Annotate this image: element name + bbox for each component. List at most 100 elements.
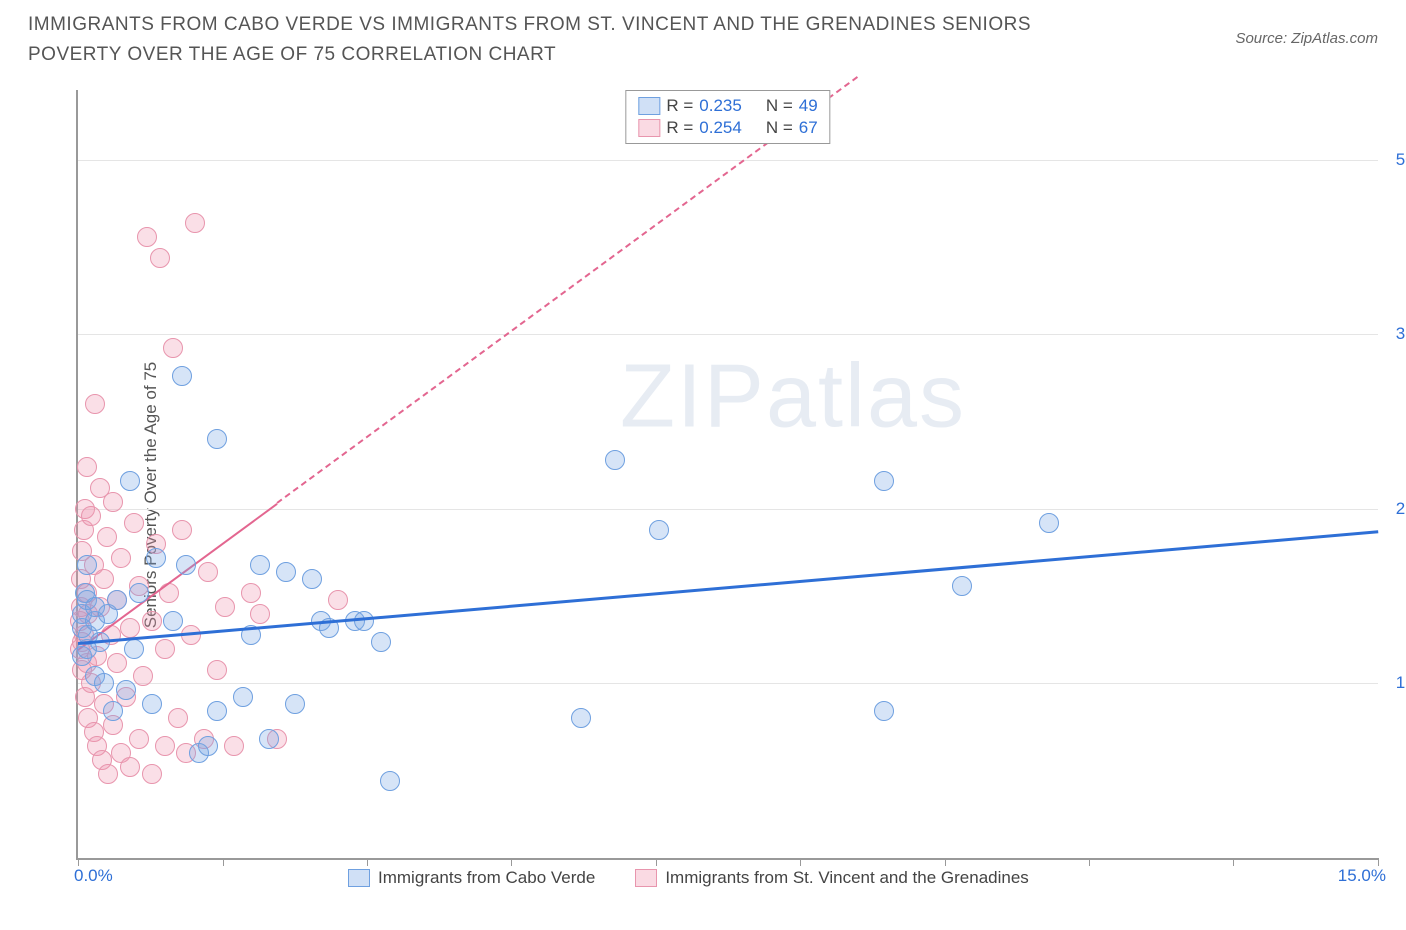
legend-label: Immigrants from St. Vincent and the Gren…	[665, 868, 1028, 888]
data-point	[142, 611, 162, 631]
source-label: Source: ZipAtlas.com	[1235, 10, 1378, 47]
x-tick-mark	[367, 858, 368, 866]
x-tick-mark	[223, 858, 224, 866]
data-point	[207, 660, 227, 680]
data-point	[120, 757, 140, 777]
data-point	[302, 569, 322, 589]
data-point	[150, 248, 170, 268]
x-tick-mark	[1233, 858, 1234, 866]
legend-swatch	[638, 119, 660, 137]
series-legend: Immigrants from Cabo Verde Immigrants fro…	[348, 868, 1029, 888]
x-axis-max-label: 15.0%	[1338, 866, 1386, 886]
data-point	[163, 611, 183, 631]
legend-label: Immigrants from Cabo Verde	[378, 868, 595, 888]
data-point	[98, 764, 118, 784]
x-tick-mark	[800, 858, 801, 866]
data-point	[94, 673, 114, 693]
data-point	[142, 694, 162, 714]
data-point	[124, 513, 144, 533]
legend-r-value: 0.235	[699, 96, 742, 116]
plot-area: ZIPatlas R =0.235N =49R =0.254N =67 0.0%…	[76, 90, 1378, 860]
data-point	[198, 736, 218, 756]
data-point	[103, 701, 123, 721]
data-point	[137, 227, 157, 247]
data-point	[77, 555, 97, 575]
x-tick-mark	[511, 858, 512, 866]
legend-r-label: R =	[666, 118, 693, 138]
x-tick-mark	[945, 858, 946, 866]
x-tick-mark	[1089, 858, 1090, 866]
data-point	[133, 666, 153, 686]
data-point	[605, 450, 625, 470]
data-point	[81, 506, 101, 526]
data-point	[176, 555, 196, 575]
x-tick-mark	[656, 858, 657, 866]
data-point	[94, 569, 114, 589]
legend-item: Immigrants from Cabo Verde	[348, 868, 595, 888]
data-point	[952, 576, 972, 596]
data-point	[198, 562, 218, 582]
y-tick-label: 12.5%	[1396, 673, 1406, 693]
data-point	[224, 736, 244, 756]
data-point	[250, 604, 270, 624]
data-point	[155, 639, 175, 659]
x-tick-mark	[78, 858, 79, 866]
data-point	[185, 213, 205, 233]
legend-swatch	[638, 97, 660, 115]
trend-line	[78, 530, 1378, 645]
data-point	[142, 764, 162, 784]
data-point	[146, 548, 166, 568]
data-point	[1039, 513, 1059, 533]
data-point	[874, 471, 894, 491]
data-point	[371, 632, 391, 652]
y-tick-label: 50.0%	[1396, 150, 1406, 170]
legend-n-value: 49	[799, 96, 818, 116]
data-point	[103, 492, 123, 512]
legend-row: R =0.254N =67	[638, 117, 817, 139]
data-point	[111, 548, 131, 568]
data-point	[172, 366, 192, 386]
chart-container: Seniors Poverty Over the Age of 75 ZIPat…	[28, 90, 1378, 900]
data-point	[874, 701, 894, 721]
data-point	[276, 562, 296, 582]
legend-swatch	[348, 869, 370, 887]
data-point	[285, 694, 305, 714]
y-tick-label: 37.5%	[1396, 324, 1406, 344]
data-point	[250, 555, 270, 575]
legend-item: Immigrants from St. Vincent and the Gren…	[635, 868, 1028, 888]
data-point	[163, 338, 183, 358]
data-point	[168, 708, 188, 728]
watermark: ZIPatlas	[620, 346, 966, 449]
data-point	[129, 729, 149, 749]
data-point	[107, 590, 127, 610]
data-point	[207, 429, 227, 449]
data-point	[129, 583, 149, 603]
x-axis-min-label: 0.0%	[74, 866, 113, 886]
data-point	[107, 653, 127, 673]
data-point	[116, 680, 136, 700]
gridline-h	[78, 334, 1378, 335]
data-point	[124, 639, 144, 659]
correlation-legend: R = 0.235 N = 49R = 0.254 N = 67	[625, 90, 830, 144]
data-point	[97, 527, 117, 547]
data-point	[233, 687, 253, 707]
data-point	[328, 590, 348, 610]
data-point	[155, 736, 175, 756]
data-point	[120, 618, 140, 638]
data-point	[241, 583, 261, 603]
data-point	[77, 457, 97, 477]
data-point	[85, 394, 105, 414]
legend-swatch	[635, 869, 657, 887]
data-point	[259, 729, 279, 749]
data-point	[215, 597, 235, 617]
legend-n-value: 67	[799, 118, 818, 138]
legend-r-value: 0.254	[699, 118, 742, 138]
data-point	[172, 520, 192, 540]
legend-n-label: N =	[766, 96, 793, 116]
gridline-h	[78, 160, 1378, 161]
legend-row: R = 0.235 N = 49	[638, 95, 817, 117]
legend-r-label: R =	[666, 96, 693, 116]
data-point	[380, 771, 400, 791]
gridline-h	[78, 683, 1378, 684]
data-point	[120, 471, 140, 491]
